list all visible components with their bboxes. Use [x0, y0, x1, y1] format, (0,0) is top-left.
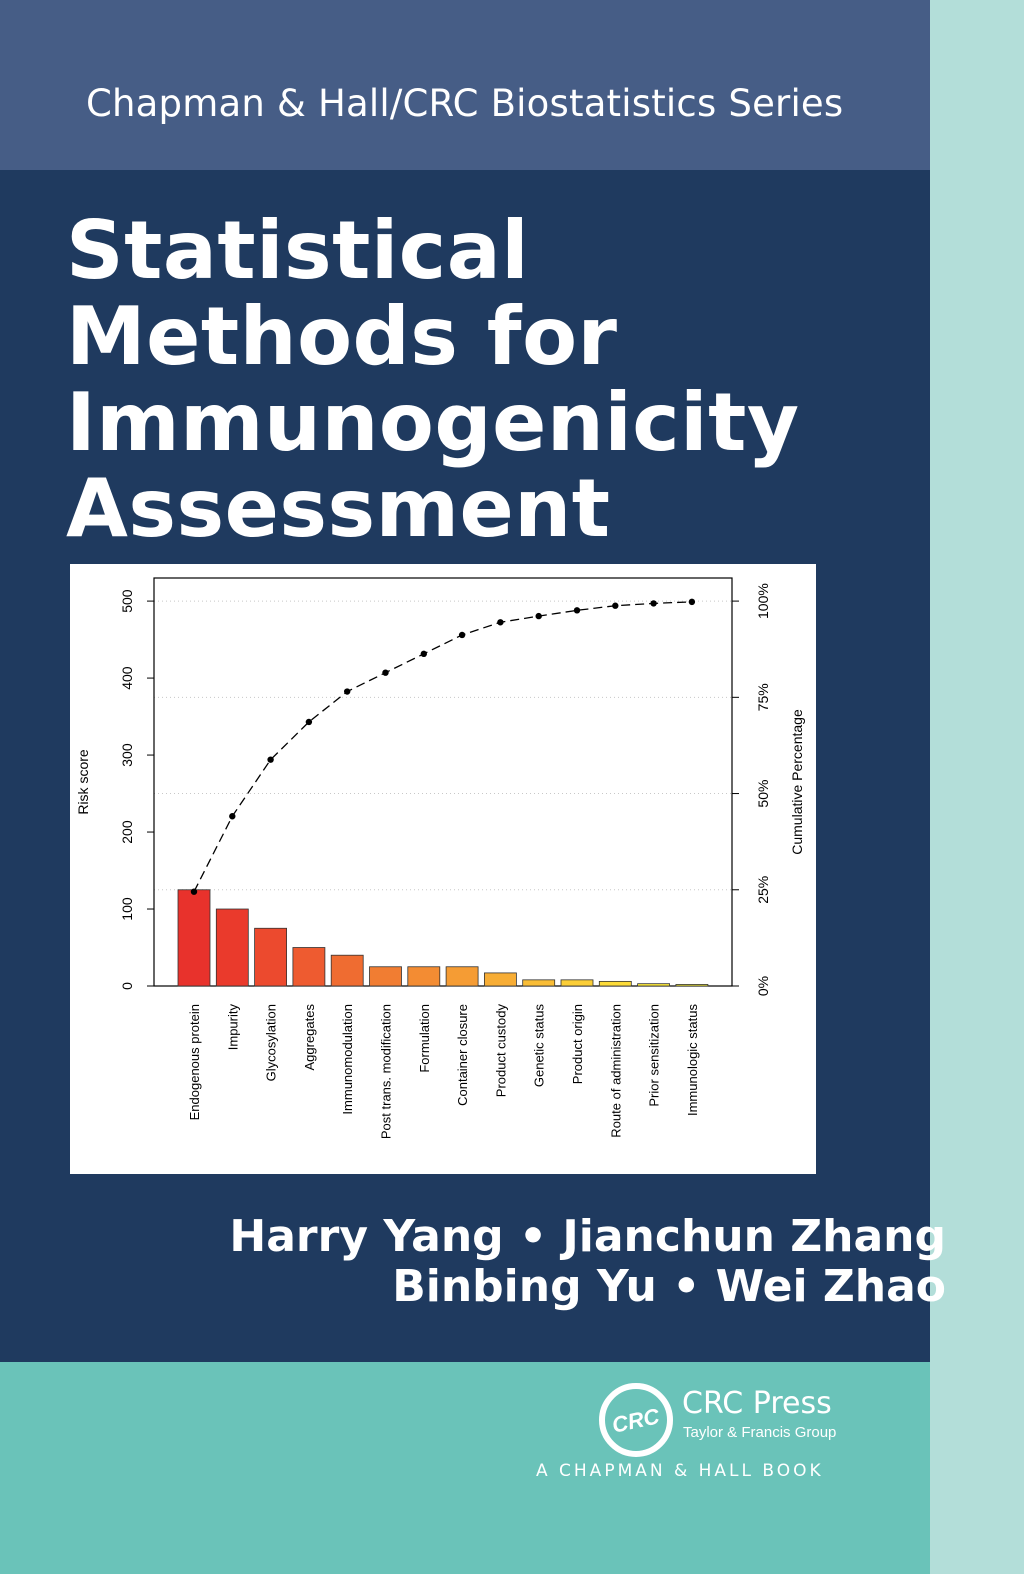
right-tick-label: 25% — [755, 876, 771, 904]
authors: Harry Yang • Jianchun Zhang Binbing Yu •… — [229, 1212, 946, 1312]
cumulative-point — [535, 612, 542, 620]
right-tick-label: 75% — [755, 683, 771, 711]
y-tick-label: 0 — [119, 982, 135, 990]
series-name: Chapman & Hall/CRC Biostatistics Series — [86, 82, 844, 125]
cover-side-strip — [930, 0, 1024, 1574]
cumulative-point — [267, 756, 274, 763]
y-tick-label: 300 — [119, 743, 135, 767]
crc-logo-text: CRC — [610, 1403, 663, 1438]
pareto-chart: 0 100 200 300 400 500 0% 25% 50% 75% 100% Risk scor… — [75, 577, 805, 1139]
category-label: Impurity — [225, 1004, 240, 1051]
title-line: Methods for — [66, 290, 618, 383]
series-band: Chapman & Hall/CRC Biostatistics Series — [0, 0, 930, 170]
bar — [445, 966, 479, 987]
title-line: Statistical — [66, 204, 530, 297]
publisher-name: CRC Press — [682, 1386, 832, 1421]
publisher-band — [0, 1362, 930, 1574]
category-label: Route of administration — [608, 1004, 623, 1138]
y-tick-label: 500 — [119, 589, 135, 613]
cumulative-point — [573, 607, 581, 614]
bar — [215, 908, 249, 987]
y-axis-label: Risk score — [75, 749, 91, 815]
category-label: Immunologic status — [685, 1004, 700, 1116]
bar — [522, 979, 556, 987]
y-tick-label: 100 — [119, 897, 135, 921]
category-label: Aggregates — [302, 1004, 317, 1071]
title-line: Immunogenicity — [66, 376, 800, 469]
right-axis-label: Cumulative Percentage — [789, 709, 805, 855]
cumulative-point — [344, 688, 351, 695]
bar — [560, 979, 594, 987]
publisher-imprint: A CHAPMAN & HALL BOOK — [536, 1461, 824, 1481]
cumulative-point — [305, 718, 313, 726]
publisher-group: Taylor & Francis Group — [683, 1424, 837, 1441]
bar — [637, 983, 670, 987]
category-label: Immunomodulation — [340, 1004, 355, 1115]
bar — [177, 889, 211, 987]
authors-line: Binbing Yu • Wei Zhao — [392, 1261, 946, 1312]
plot-frame — [153, 577, 733, 987]
bar — [598, 980, 632, 987]
y-tick-label: 200 — [119, 820, 135, 844]
title-line: Assessment — [66, 462, 611, 555]
category-label: Product custody — [493, 1004, 508, 1098]
y-tick-label: 400 — [119, 666, 135, 690]
category-label: Product origin — [570, 1004, 585, 1084]
right-tick-label: 0% — [755, 976, 771, 996]
category-label: Formulation — [417, 1004, 432, 1073]
category-label: Container closure — [455, 1004, 470, 1106]
right-tick-label: 100% — [755, 583, 771, 619]
bar — [483, 972, 517, 987]
cumulative-point — [688, 598, 696, 606]
bar — [369, 966, 402, 987]
category-label: Prior sensitization — [647, 1004, 662, 1107]
cumulative-line — [193, 601, 692, 892]
cumulative-point — [612, 602, 619, 609]
bar — [330, 954, 364, 987]
cumulative-point — [458, 631, 466, 639]
category-label: Endogenous protein — [187, 1004, 202, 1120]
authors-line: Harry Yang • Jianchun Zhang — [229, 1211, 946, 1262]
bar — [675, 984, 709, 987]
category-label: Post trans. modification — [379, 1004, 394, 1139]
right-tick-label: 50% — [755, 780, 771, 808]
crc-press-logo: CRC — [599, 1383, 673, 1457]
bar — [254, 927, 288, 987]
category-label: Glycosylation — [264, 1004, 279, 1081]
book-title: Statistical Methods for Immunogenicity A… — [66, 208, 886, 552]
cumulative-point — [382, 669, 389, 676]
chart-panel: 0 100 200 300 400 500 0% 25% 50% 75% 100% Risk scor… — [70, 564, 816, 1174]
cumulative-point — [650, 600, 657, 607]
cumulative-point — [190, 888, 198, 895]
cumulative-point — [497, 619, 504, 626]
cumulative-point — [420, 650, 427, 658]
bar — [407, 966, 441, 987]
category-label: Genetic status — [532, 1004, 547, 1088]
cumulative-point — [229, 813, 236, 820]
bar — [292, 947, 326, 987]
